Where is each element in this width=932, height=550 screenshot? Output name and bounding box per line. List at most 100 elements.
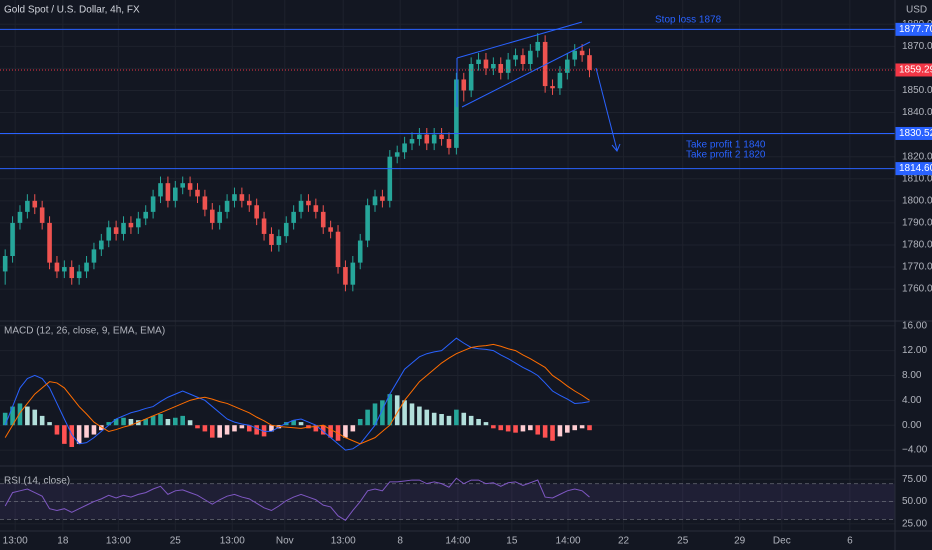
macd-histogram-bar	[39, 415, 45, 426]
macd-histogram-bar	[84, 425, 89, 438]
y-tick-label: 1850.00	[902, 85, 932, 96]
candle-body	[587, 55, 592, 70]
price-level-label: 1830.52	[899, 128, 932, 139]
macd-histogram-bar	[372, 403, 378, 426]
x-tick-label: 13:00	[220, 536, 245, 547]
channel-bottom	[461, 41, 591, 108]
y-tick-label: 1760.00	[902, 284, 932, 295]
channel-top	[456, 21, 583, 59]
candle-body	[468, 64, 474, 91]
candle-body	[283, 222, 289, 237]
macd-histogram-bar	[17, 403, 23, 426]
candle-body	[173, 187, 178, 201]
candle-body	[520, 55, 526, 64]
macd-histogram-bar	[291, 420, 296, 426]
macd-histogram-bar	[587, 425, 592, 431]
arrow-head	[611, 143, 621, 152]
y-tick-label: 1790.00	[902, 218, 932, 229]
candle-body	[476, 59, 481, 64]
macd-histogram-bar	[320, 425, 326, 435]
currency: USD	[906, 5, 927, 16]
candle-body	[542, 41, 548, 87]
y-tick-label: 1810.00	[902, 173, 932, 184]
candle-body	[320, 211, 326, 228]
macd-histogram-bar	[409, 403, 415, 426]
candle-body	[217, 211, 222, 223]
macd-histogram-bar	[498, 425, 504, 431]
candle-body	[380, 196, 385, 201]
candle-body	[431, 134, 437, 144]
macd-histogram-bar	[394, 395, 400, 426]
macd-histogram-bar	[136, 420, 141, 426]
x-tick-label: 13:00	[331, 536, 356, 547]
candle-body	[99, 240, 104, 250]
macd-histogram-bar	[402, 400, 407, 426]
x-tick-label: 6	[847, 536, 853, 547]
candle-body	[76, 271, 82, 279]
price-level-tag	[895, 63, 932, 77]
candle-body	[239, 194, 245, 201]
y-tick-label: 1820.00	[902, 151, 932, 162]
candle-body	[505, 59, 511, 73]
macd-histogram-bar	[2, 412, 8, 426]
macd-histogram-bar	[54, 425, 60, 435]
x-tick-label: 14:00	[556, 536, 581, 547]
macd-histogram-bar	[557, 425, 563, 437]
macd-histogram-bar	[328, 425, 333, 438]
macd-histogram-bar	[550, 425, 555, 441]
macd-histogram-bar	[202, 425, 208, 432]
candle-body	[491, 64, 496, 69]
macd-histogram-bar	[99, 425, 104, 431]
candle-body	[550, 86, 555, 89]
macd-histogram-bar	[439, 414, 444, 426]
x-tick-label: 29	[734, 536, 746, 547]
y-tick-label: 75.00	[902, 474, 927, 485]
candle-body	[298, 200, 304, 212]
take-profit-note: Take profit 1 1840	[686, 140, 766, 151]
y-tick-label: 1780.00	[902, 240, 932, 251]
y-tick-label: −4.00	[902, 445, 928, 456]
macd-title: MACD (12, 26, close, 9, EMA, EMA)	[4, 326, 165, 337]
candle-body	[25, 200, 30, 212]
take-profit-note: Take profit 2 1820	[686, 150, 766, 161]
candle-body	[335, 231, 341, 268]
candle-body	[209, 209, 215, 223]
macd-histogram-bar	[62, 425, 67, 444]
candle-body	[535, 41, 541, 51]
macd-histogram-bar	[254, 425, 259, 435]
macd-histogram-bar	[269, 425, 274, 432]
macd-histogram-bar	[150, 415, 156, 426]
candle-body	[357, 240, 363, 263]
macd-histogram-bar	[483, 422, 489, 426]
candle-body	[579, 50, 585, 56]
chart-title: Gold Spot / U.S. Dollar, 4h, FX	[4, 5, 140, 16]
candle-body	[528, 50, 533, 64]
candle-body	[350, 262, 356, 285]
y-tick-label: 1770.00	[902, 262, 932, 273]
y-tick-label: 25.00	[902, 519, 927, 530]
candle-body	[84, 262, 89, 272]
candle-body	[2, 256, 8, 272]
macd-histogram-bar	[106, 422, 112, 426]
macd-histogram-bar	[535, 425, 541, 435]
candle-body	[39, 207, 45, 223]
macd-histogram-bar	[128, 418, 134, 426]
macd-histogram-bar	[69, 425, 75, 447]
candle-body	[232, 194, 237, 201]
candle-body	[387, 156, 393, 201]
x-tick-label: 18	[57, 536, 69, 547]
candle-body	[69, 267, 75, 279]
macd-histogram-bar	[528, 425, 533, 431]
candle-body	[513, 55, 518, 60]
candle-body	[187, 183, 193, 190]
candle-body	[291, 211, 296, 223]
candle-body	[202, 196, 208, 210]
candle-body	[165, 183, 171, 201]
macd-histogram-bar	[357, 418, 363, 426]
candle-body	[136, 218, 141, 228]
price-level-label: 1859.29	[899, 65, 932, 76]
macd-histogram-bar	[195, 425, 200, 429]
macd-histogram-bar	[505, 425, 511, 432]
